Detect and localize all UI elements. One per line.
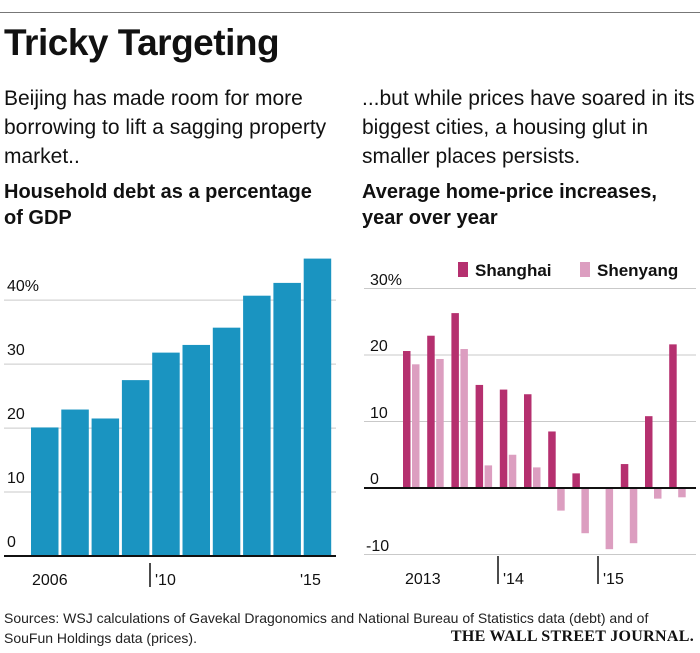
price-bar-shenyang-2015-4 [678, 488, 686, 498]
price-bar-shenyang-2015-1 [605, 488, 614, 550]
price-bar-shanghai-2013-3 [451, 313, 459, 488]
price-bar-shanghai-2014-1 [499, 389, 508, 488]
price-bar-shanghai-2014-2 [524, 394, 532, 488]
legend-swatch-shanghai [458, 262, 468, 277]
price-bar-shanghai-2013-2 [427, 335, 435, 488]
debt-x-tick-10: '10 [155, 572, 176, 589]
price-bar-shenyang-2014-1 [508, 454, 517, 488]
debt-bar-2013 [243, 295, 271, 556]
price-bar-shenyang-2013-4 [484, 465, 493, 488]
price-y-tick-0: 0 [370, 471, 379, 488]
price-chart-bars [403, 313, 686, 550]
price-x-tick-14: '14 [503, 571, 524, 588]
price-bar-shanghai-2014-3 [548, 431, 556, 488]
debt-bar-2015 [303, 258, 332, 556]
price-x-tick-2013: 2013 [405, 571, 441, 588]
top-rule [0, 12, 700, 13]
price-bar-shenyang-2015-2 [629, 488, 638, 544]
price-bar-shenyang-2013-1 [412, 364, 420, 488]
price-chart-title: Average home-price increases, year over … [362, 181, 657, 229]
debt-chart-bars [31, 258, 332, 556]
price-bar-shanghai-2013-4 [475, 384, 484, 488]
debt-bar-2009 [121, 380, 150, 556]
price-bar-shenyang-2015-3 [654, 488, 662, 499]
debt-bar-2007 [61, 409, 89, 556]
legend-label-shanghai: Shanghai [475, 261, 552, 280]
source-note: Sources: WSJ calculations of Gavekal Dra… [4, 610, 649, 646]
legend-label-shenyang: Shenyang [597, 261, 678, 280]
price-bar-shenyang-2014-2 [533, 467, 541, 488]
debt-chart-y-ticks: 0 10 20 30 40% [7, 278, 39, 551]
page-title: Tricky Targeting [4, 22, 280, 63]
price-y-tick-10: 10 [370, 405, 388, 422]
debt-bar-2014 [273, 282, 301, 556]
price-bar-shanghai-2013-1 [403, 351, 411, 488]
price-chart-legend: Shanghai Shenyang [458, 261, 678, 280]
price-bar-shenyang-2013-3 [460, 349, 468, 488]
debt-bar-2008 [91, 418, 120, 556]
price-y-tick-30: 30% [370, 272, 402, 289]
debt-x-tick-15: '15 [300, 572, 321, 589]
legend-swatch-shenyang [580, 262, 590, 277]
price-bar-shanghai-2015-2 [620, 464, 629, 488]
debt-bar-2010 [152, 352, 180, 556]
debt-y-tick-40: 40% [7, 278, 39, 295]
debt-chart-title: Household debt as a percentage of GDP [4, 181, 312, 229]
debt-y-tick-0: 0 [7, 534, 16, 551]
price-bar-shanghai-2014-4 [572, 473, 580, 488]
price-x-tick-15: '15 [603, 571, 624, 588]
debt-y-tick-10: 10 [7, 470, 25, 487]
debt-y-tick-30: 30 [7, 342, 25, 359]
debt-x-tick-2006: 2006 [32, 572, 68, 589]
intro-left: Beijing has made room for more borrowing… [4, 87, 327, 168]
wsj-credit: THE WALL STREET JOURNAL. [450, 628, 694, 645]
price-y-tick-20: 20 [370, 338, 388, 355]
price-bar-shenyang-2014-3 [557, 488, 565, 511]
price-bar-shanghai-2015-4 [669, 344, 677, 488]
price-chart-y-ticks: -10 0 10 20 30% [366, 272, 402, 555]
debt-bar-2011 [182, 344, 210, 556]
intro-right: ...but while prices have soared in its b… [362, 87, 695, 168]
price-y-tick-neg10: -10 [366, 538, 389, 555]
price-bar-shenyang-2013-2 [436, 358, 444, 488]
debt-y-tick-20: 20 [7, 406, 25, 423]
debt-bar-2006 [31, 427, 59, 556]
price-bar-shanghai-2015-3 [645, 416, 653, 488]
debt-bar-2012 [212, 327, 241, 556]
price-bar-shenyang-2014-4 [581, 488, 589, 534]
